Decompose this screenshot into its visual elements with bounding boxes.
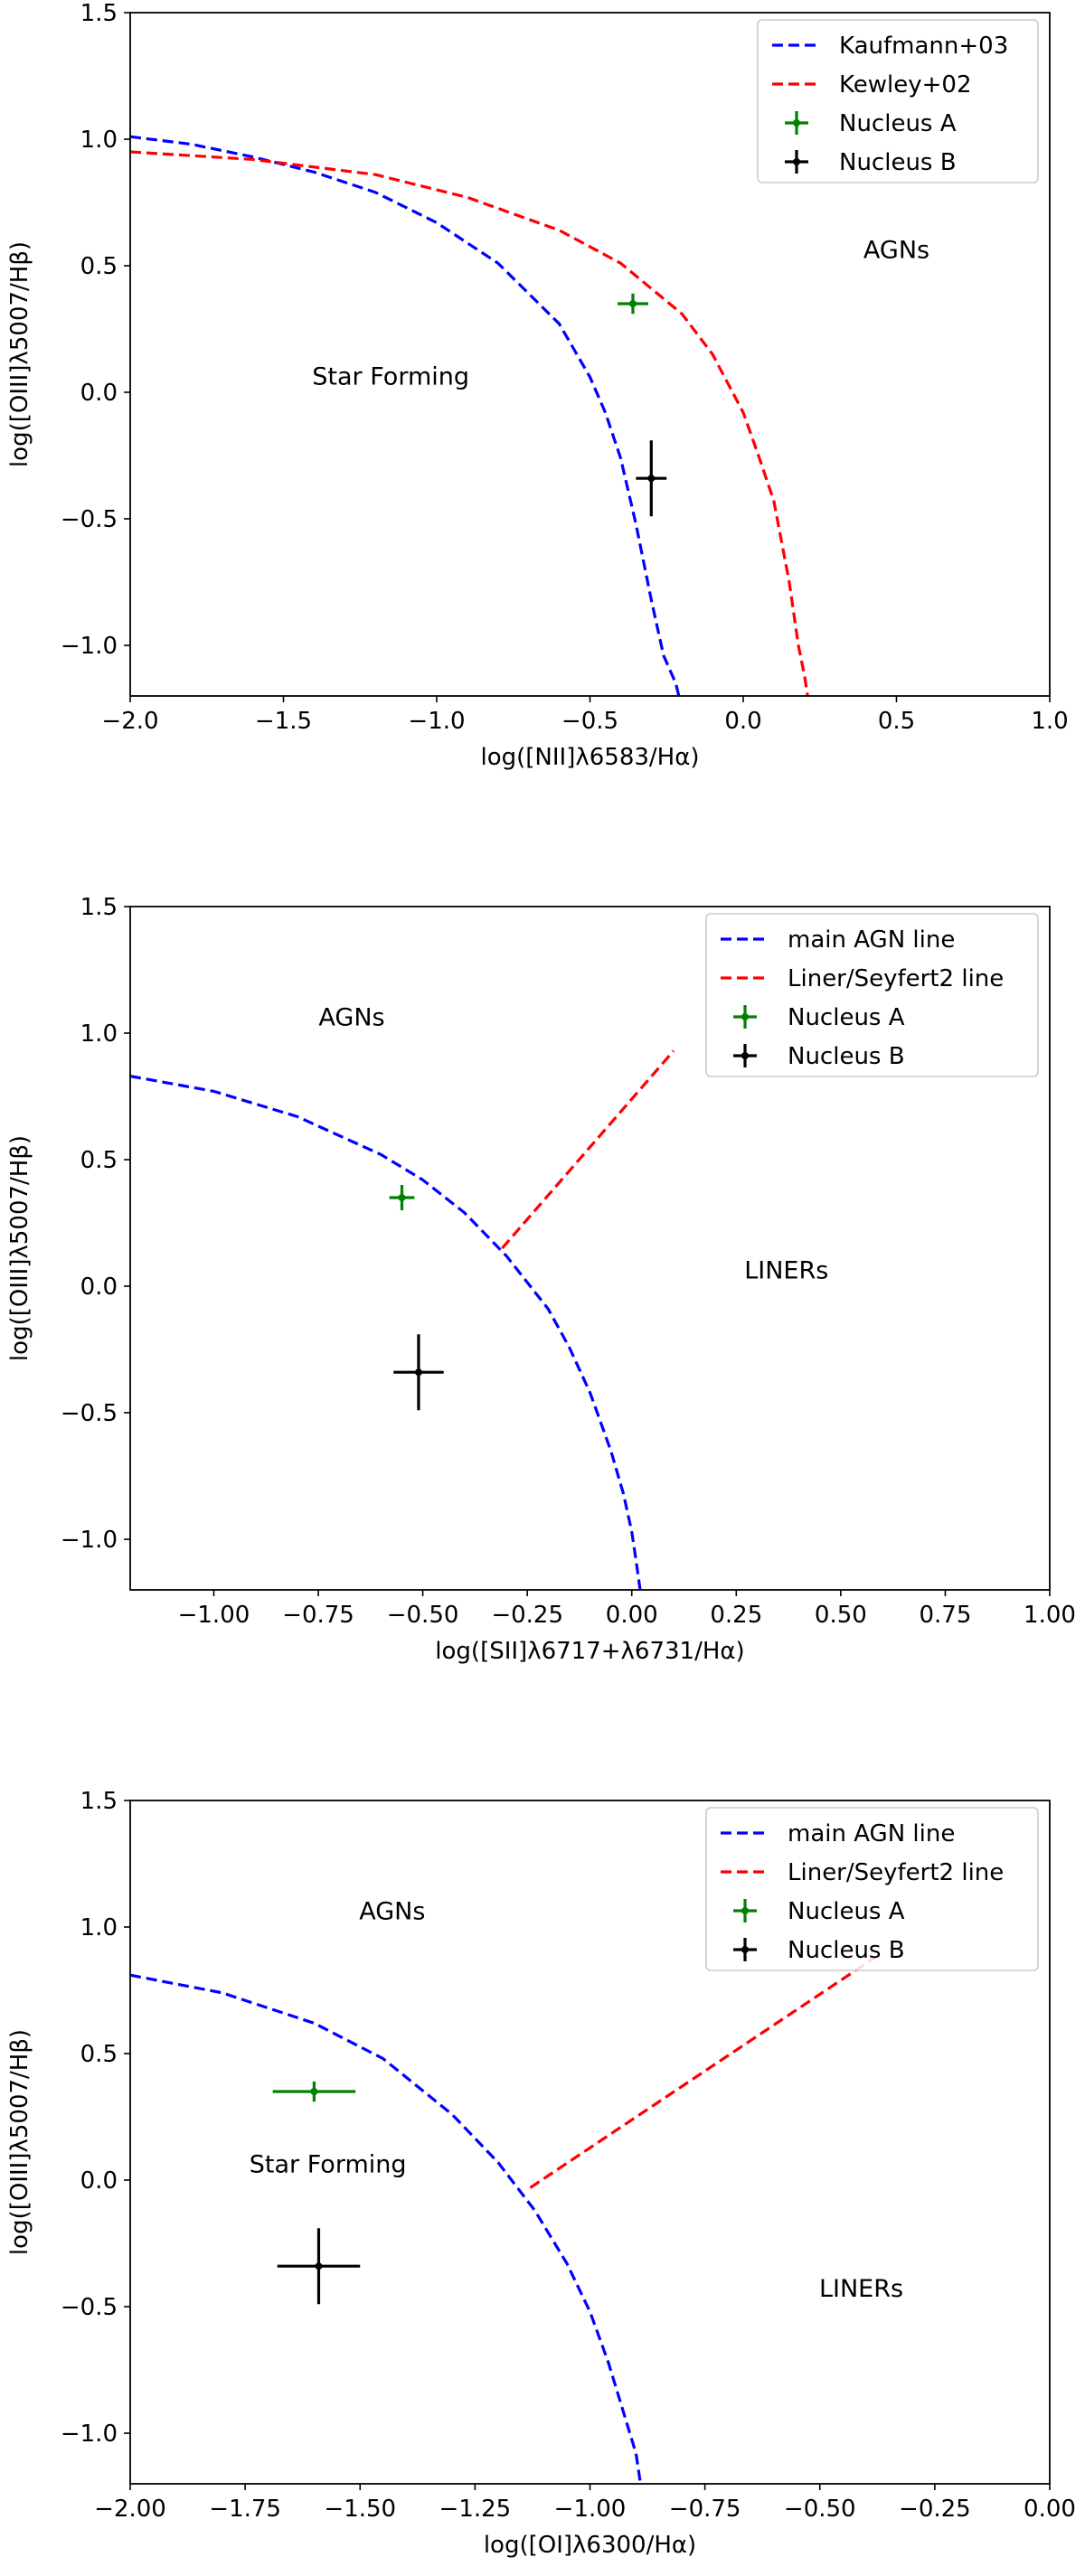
y-tick-label: 0.0 <box>80 2167 118 2195</box>
y-tick-label: −0.5 <box>61 506 118 533</box>
x-tick-label: −0.25 <box>491 1602 563 1629</box>
legend-label-nucleus-b: Nucleus B <box>788 1043 905 1070</box>
y-tick-label: 0.5 <box>80 253 118 280</box>
x-tick-label: −1.25 <box>439 2496 512 2523</box>
x-axis-label: log([SII]λ6717+λ6731/Hα) <box>435 1638 744 1665</box>
y-axis-label: log([OIII]λ5007/Hβ) <box>6 2029 33 2255</box>
x-tick-label: −1.00 <box>178 1602 250 1629</box>
x-tick-label: 1.00 <box>1024 1602 1076 1629</box>
x-tick-label: −1.0 <box>408 708 465 735</box>
y-tick-label: 0.0 <box>80 1274 118 1301</box>
series-line-main-agn-line <box>130 1075 642 1590</box>
x-tick-label: 0.25 <box>710 1602 762 1629</box>
x-tick-label: 0.00 <box>1024 2496 1076 2523</box>
legend-label-kewley-02: Kewley+02 <box>839 71 972 99</box>
legend: Kaufmann+03 Kewley+02 Nucleus A Nucleus B <box>757 19 1039 183</box>
y-tick-label: 1.0 <box>80 1020 118 1048</box>
x-tick-label: 0.75 <box>919 1602 971 1629</box>
x-axis-label: log([OI]λ6300/Hα) <box>484 2532 696 2559</box>
data-point-nucleus-a <box>389 1185 415 1210</box>
series-line-liner-seyfert2-line <box>501 1049 675 1250</box>
legend-label-liner-seyfert2-line: Liner/Seyfert2 line <box>788 965 1004 992</box>
legend-label-nucleus-a: Nucleus A <box>788 1898 905 1925</box>
data-point-nucleus-b <box>277 2228 361 2305</box>
legend-label-nucleus-b: Nucleus B <box>839 149 957 176</box>
region-label-agns: AGNs <box>359 1898 425 1926</box>
legend-label-nucleus-a: Nucleus A <box>788 1004 905 1031</box>
plot-frame <box>129 1800 1051 2485</box>
plot-frame <box>129 12 1051 697</box>
x-tick-label: −1.50 <box>324 2496 396 2523</box>
legend-marker <box>733 1044 757 1067</box>
y-tick-label: 1.0 <box>80 1914 118 1941</box>
y-axis-label: log([OIII]λ5007/Hβ) <box>6 241 33 467</box>
x-tick-label: −1.5 <box>255 708 312 735</box>
plot-frame <box>129 906 1051 1591</box>
region-label-liners: LINERs <box>744 1257 828 1285</box>
legend-label-nucleus-a: Nucleus A <box>839 110 957 137</box>
x-tick-label: −2.0 <box>101 708 158 735</box>
region-label-liners: LINERs <box>819 2275 903 2303</box>
x-tick-label: −1.75 <box>209 2496 281 2523</box>
legend-marker <box>785 150 808 174</box>
legend-label-main-agn-line: main AGN line <box>788 1820 955 1847</box>
legend-marker <box>733 1005 757 1029</box>
legend-label-main-agn-line: main AGN line <box>788 926 955 954</box>
y-tick-label: 1.5 <box>80 1788 118 1815</box>
y-tick-label: 1.0 <box>80 127 118 154</box>
legend-marker <box>733 1899 757 1923</box>
legend: main AGN line Liner/Seyfert2 line Nucleus … <box>705 913 1039 1077</box>
y-tick-label: −1.0 <box>61 2421 118 2448</box>
legend-marker <box>733 1938 757 1961</box>
x-tick-label: −0.25 <box>899 2496 971 2523</box>
y-tick-label: 0.5 <box>80 1147 118 1174</box>
legend-label-kaufmann-03: Kaufmann+03 <box>839 33 1008 60</box>
y-tick-label: 1.5 <box>80 894 118 921</box>
x-tick-label: −0.50 <box>784 2496 856 2523</box>
data-point-nucleus-b <box>393 1334 444 1411</box>
region-label-star-forming: Star Forming <box>312 363 469 391</box>
y-tick-label: 0.5 <box>80 2041 118 2068</box>
y-axis-label: log([OIII]λ5007/Hβ) <box>6 1135 33 1361</box>
data-point-nucleus-a <box>618 293 648 315</box>
x-tick-label: −0.50 <box>387 1602 459 1629</box>
y-tick-label: −1.0 <box>61 1527 118 1554</box>
x-tick-label: 0.5 <box>878 708 915 735</box>
x-tick-label: 0.00 <box>606 1602 658 1629</box>
legend-marker <box>785 111 808 135</box>
x-tick-label: 0.0 <box>724 708 761 735</box>
legend-label-liner-seyfert2-line: Liner/Seyfert2 line <box>788 1859 1004 1886</box>
y-tick-label: −1.0 <box>61 633 118 660</box>
x-tick-label: −2.00 <box>94 2496 166 2523</box>
data-point-nucleus-a <box>272 2081 356 2102</box>
series-line-kewley-02 <box>130 150 809 696</box>
y-tick-label: −0.5 <box>61 2294 118 2321</box>
legend-label-nucleus-b: Nucleus B <box>788 1937 905 1964</box>
y-tick-label: 0.0 <box>80 380 118 407</box>
y-tick-label: −0.5 <box>61 1400 118 1427</box>
data-point-nucleus-b <box>636 440 667 517</box>
panel-sii-diagram: −1.00 −0.75 −0.50 −0.25 0.00 0.25 0.50 0.75 1.00… <box>6 894 1076 1665</box>
series-line-kaufmann-03 <box>130 135 681 696</box>
x-tick-label: −0.75 <box>669 2496 741 2523</box>
region-label-star-forming: Star Forming <box>250 2151 407 2179</box>
x-tick-label: −0.5 <box>561 708 618 735</box>
x-axis-label: log([NII]λ6583/Hα) <box>481 744 700 771</box>
panel-oi-diagram: −2.00 −1.75 −1.50 −1.25 −1.00 −0.75 −0.50 −0.25… <box>6 1788 1076 2559</box>
x-tick-label: −0.75 <box>282 1602 354 1629</box>
x-tick-label: −1.00 <box>554 2496 627 2523</box>
x-tick-label: 1.0 <box>1031 708 1068 735</box>
panel-nii-diagram: −2.0 −1.5 −1.0 −0.5 0.0 0.5 1.0 −1.0 −0.5 0.0 0.5 1… <box>6 0 1069 771</box>
y-tick-label: 1.5 <box>80 0 118 27</box>
legend: main AGN line Liner/Seyfert2 line Nucleus … <box>705 1807 1039 1971</box>
region-label-agns: AGNs <box>318 1004 384 1032</box>
series-line-liner-seyfert2-line <box>529 1956 876 2189</box>
region-label-agns: AGNs <box>863 237 929 265</box>
series-line-main-agn-line <box>130 1973 642 2484</box>
x-tick-label: 0.50 <box>815 1602 867 1629</box>
